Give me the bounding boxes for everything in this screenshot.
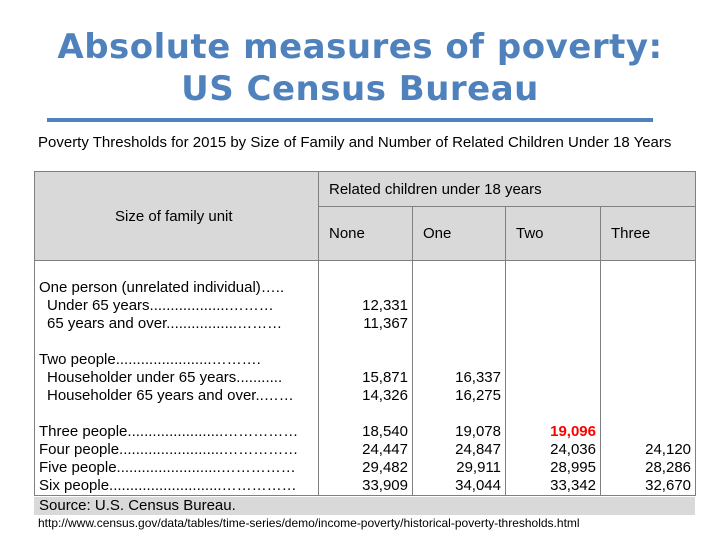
threshold-cell <box>601 333 695 351</box>
threshold-cell: 24,847 <box>455 441 501 458</box>
two-column: 19,096 24,036 28,995 33,342 <box>505 260 601 496</box>
threshold-cell: 11,367 <box>363 315 408 332</box>
threshold-cell <box>601 405 695 423</box>
threshold-cell: 24,447 <box>362 441 408 458</box>
threshold-cell <box>506 333 600 351</box>
row-label: Three people.......................…………… <box>39 423 299 440</box>
row-label <box>35 405 318 423</box>
threshold-cell <box>506 369 600 387</box>
threshold-cell <box>319 351 412 369</box>
threshold-cell <box>601 297 695 315</box>
threshold-cell <box>413 315 505 333</box>
threshold-cell <box>413 333 505 351</box>
threshold-cell: 24,036 <box>550 441 596 458</box>
threshold-cell: 12,331 <box>362 297 408 314</box>
related-children-header: Related children under 18 years <box>317 171 697 207</box>
row-label: Two people.......................………. <box>39 351 261 368</box>
threshold-cell <box>506 405 600 423</box>
family-size-header: Size of family unit <box>34 171 319 261</box>
label-column: One person (unrelated individual)….. Unde… <box>34 260 319 496</box>
threshold-cell: 28,995 <box>550 459 596 476</box>
threshold-cell <box>506 279 600 297</box>
row-label <box>35 333 318 351</box>
threshold-cell: 16,337 <box>455 369 501 386</box>
threshold-cell <box>506 351 600 369</box>
source-text: Source: U.S. Census Bureau. <box>39 497 236 514</box>
threshold-cell <box>601 351 695 369</box>
column-header-two: Two <box>505 206 601 261</box>
column-header-one: One <box>412 206 506 261</box>
column-header-three: Three <box>599 206 697 261</box>
threshold-cell <box>601 279 695 297</box>
three-column: 24,120 28,286 32,670 <box>599 260 697 496</box>
threshold-cell: 34,044 <box>455 477 501 494</box>
column-header-none: None <box>318 206 413 261</box>
table-caption: Poverty Thresholds for 2015 by Size of F… <box>38 134 672 151</box>
source-url[interactable]: http://www.census.gov/data/tables/time-s… <box>38 516 580 530</box>
threshold-cell: 28,286 <box>645 459 692 476</box>
threshold-cell <box>601 423 695 441</box>
row-label: Five people.........................…………… <box>39 459 296 476</box>
title-line-1: Absolute measures of poverty: <box>57 27 663 67</box>
threshold-cell: 19,078 <box>455 423 501 440</box>
threshold-cell <box>601 387 695 405</box>
row-label: Six people...........................………… <box>39 477 297 494</box>
poverty-threshold-table: Size of family unit Related children und… <box>34 171 697 496</box>
threshold-cell: 33,342 <box>550 477 596 494</box>
threshold-cell: 32,670 <box>645 477 692 494</box>
threshold-cell: 16,275 <box>455 387 501 404</box>
threshold-cell <box>413 279 505 297</box>
threshold-cell: 29,911 <box>456 459 501 476</box>
threshold-cell <box>413 297 505 315</box>
title-underline <box>47 118 653 122</box>
threshold-cell <box>319 333 412 351</box>
slide-title: Absolute measures of poverty: US Census … <box>0 26 720 110</box>
threshold-cell <box>601 315 695 333</box>
threshold-cell: 14,326 <box>362 387 408 404</box>
row-label: Under 65 years...................……… <box>47 297 274 314</box>
row-label: One person (unrelated individual)….. <box>39 279 285 296</box>
row-label: Householder under 65 years........... <box>47 369 283 386</box>
title-line-2: US Census Bureau <box>181 69 539 109</box>
highlighted-threshold-cell: 19,096 <box>550 423 596 440</box>
threshold-cell <box>601 369 695 387</box>
threshold-cell <box>506 297 600 315</box>
threshold-cell <box>413 405 505 423</box>
threshold-cell <box>506 315 600 333</box>
threshold-cell: 33,909 <box>362 477 408 494</box>
row-label: Four people.........................…………… <box>39 441 299 458</box>
threshold-cell <box>319 405 412 423</box>
threshold-cell <box>413 351 505 369</box>
threshold-cell <box>506 387 600 405</box>
row-label: Householder 65 years and over..…… <box>47 387 294 404</box>
threshold-cell: 18,540 <box>362 423 408 440</box>
one-column: 16,337 16,275 19,078 24,847 29,911 34,044 <box>412 260 506 496</box>
threshold-cell: 24,120 <box>645 441 692 458</box>
threshold-cell <box>319 279 412 297</box>
source-note: Source: U.S. Census Bureau. <box>34 497 695 515</box>
none-column: 12,331 11,367 15,871 14,326 18,540 24,447 29,4… <box>318 260 413 496</box>
threshold-cell: 29,482 <box>362 459 408 476</box>
row-label: 65 years and over.................……… <box>47 315 283 332</box>
threshold-cell: 15,871 <box>362 369 408 386</box>
